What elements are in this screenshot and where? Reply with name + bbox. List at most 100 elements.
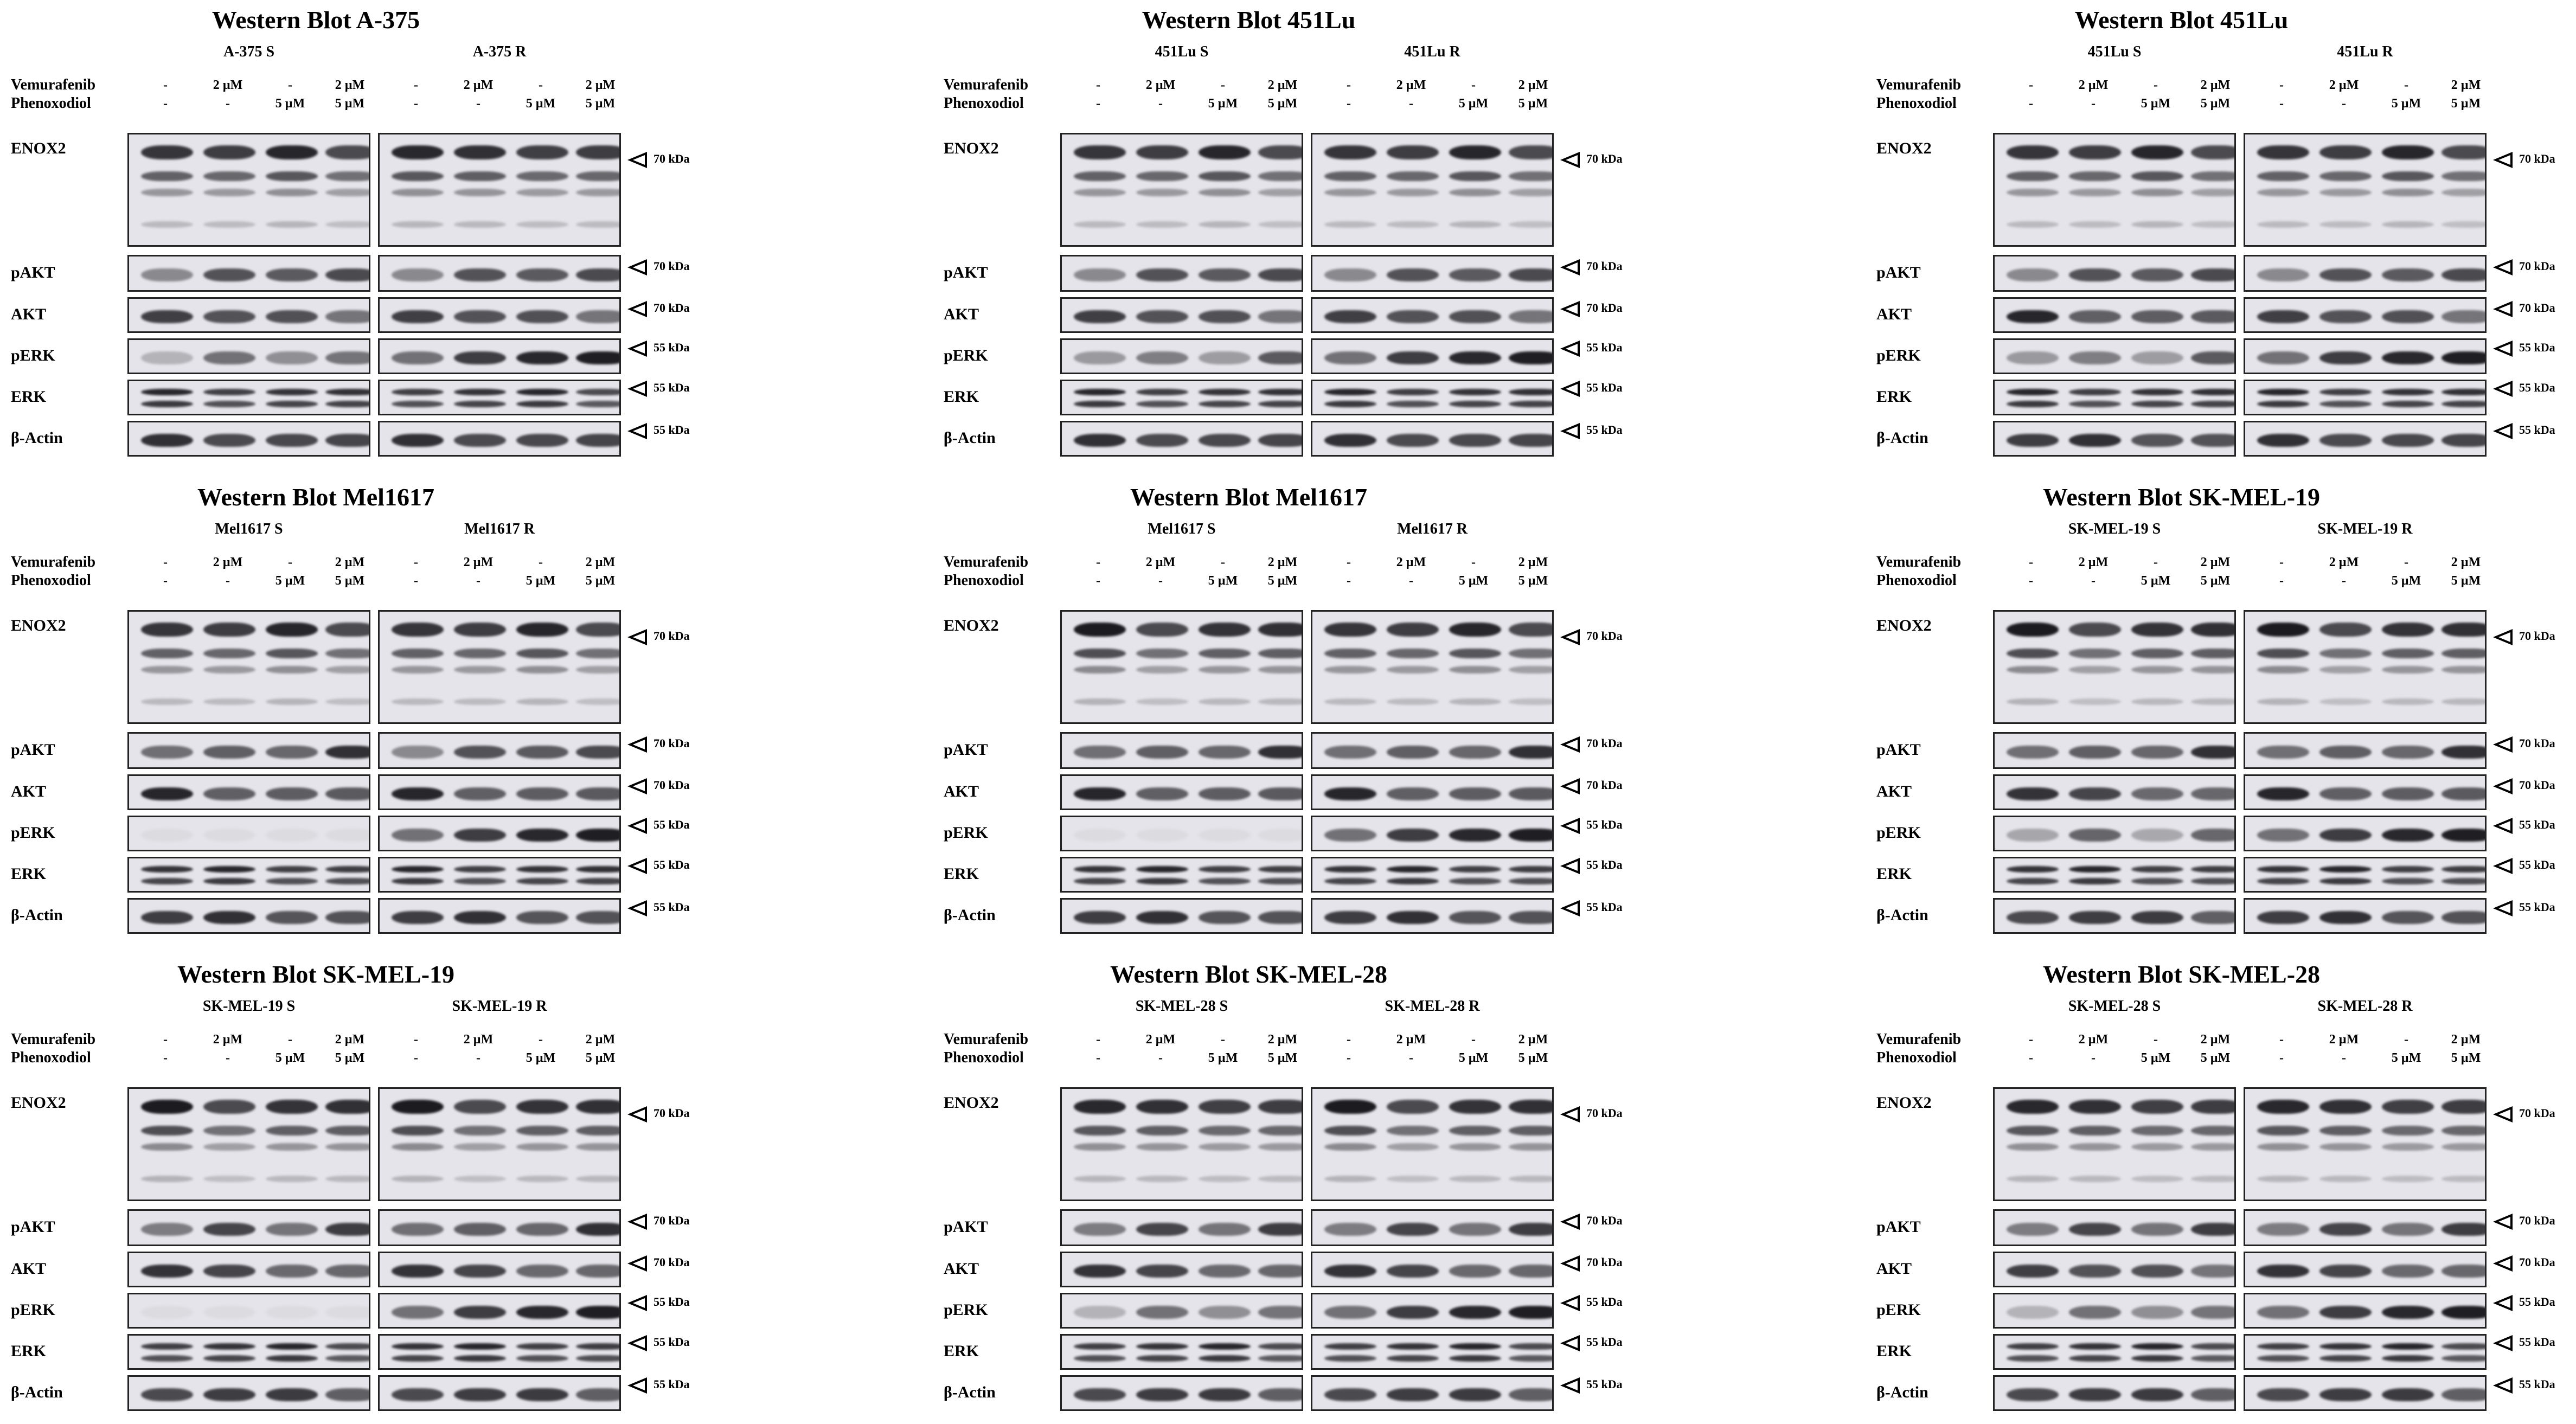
protein-label: β-Actin <box>944 1383 996 1401</box>
protein-band <box>141 829 193 842</box>
vemurafenib-label: Vemurafenib <box>944 554 1029 570</box>
protein-band <box>2069 866 2121 873</box>
protein-band <box>1387 221 1439 228</box>
dose-value: - <box>1158 97 1163 111</box>
protein-band <box>2442 1176 2485 1182</box>
protein-band <box>2007 829 2059 842</box>
cell-line-label: SK-MEL-19 S <box>202 998 296 1015</box>
protein-band <box>1449 1355 1501 1362</box>
protein-band <box>2442 1355 2485 1362</box>
dose-value: 2 µM <box>2078 1032 2109 1047</box>
protein-band <box>1509 389 1552 395</box>
protein-label: ERK <box>11 1342 47 1360</box>
blot-strip <box>127 133 370 247</box>
molecular-weight-marker: 70 kDa <box>627 301 690 317</box>
protein-band <box>141 911 193 924</box>
marker-label: 70 kDa <box>1586 1106 1623 1120</box>
blot-strip <box>378 255 621 292</box>
protein-band <box>2382 171 2434 181</box>
protein-band <box>1136 746 1188 759</box>
molecular-weight-marker: 55 kDa <box>627 1335 690 1351</box>
protein-band <box>1387 866 1439 873</box>
protein-band <box>325 623 369 637</box>
protein-band <box>2069 649 2121 658</box>
blot-strip <box>127 610 370 724</box>
protein-band <box>1258 401 1302 407</box>
marker-arrow-icon <box>2493 259 2513 275</box>
marker-label: 55 kDa <box>653 1335 690 1349</box>
protein-band <box>2257 189 2309 196</box>
protein-band <box>2007 787 2059 800</box>
protein-band <box>266 221 318 228</box>
blot-strip <box>1993 255 2236 292</box>
protein-band <box>576 1176 619 1182</box>
protein-band <box>2069 1126 2121 1136</box>
protein-band <box>1258 878 1302 884</box>
protein-band <box>1199 145 1251 159</box>
protein-band <box>392 698 444 705</box>
marker-arrow-icon <box>627 818 647 834</box>
protein-band <box>1136 434 1188 447</box>
cell-line-label: 451Lu R <box>2337 43 2393 60</box>
dose-value: 5 µM <box>2391 574 2421 588</box>
marker-label: 55 kDa <box>2519 818 2555 832</box>
dose-value: - <box>1347 78 1351 92</box>
protein-band <box>2131 1143 2183 1151</box>
protein-band <box>1509 1100 1552 1114</box>
protein-band <box>454 1343 506 1350</box>
protein-band <box>2007 746 2059 759</box>
protein-band <box>1449 623 1501 637</box>
protein-band <box>2069 434 2121 447</box>
protein-band <box>1074 787 1126 800</box>
protein-band <box>516 145 568 159</box>
protein-band <box>2007 310 2059 323</box>
protein-band <box>2131 1100 2183 1114</box>
cell-line-label: SK-MEL-28 R <box>1385 998 1480 1015</box>
protein-band <box>203 1343 255 1350</box>
protein-band <box>141 268 193 281</box>
dose-value: - <box>2091 1051 2096 1065</box>
protein-band <box>266 268 318 281</box>
protein-band <box>2131 1176 2183 1182</box>
panel-title: Western Blot SK-MEL-19 <box>177 960 455 988</box>
protein-band <box>325 829 369 842</box>
protein-band <box>266 351 318 364</box>
protein-band <box>516 434 568 447</box>
protein-band <box>2257 1343 2309 1350</box>
blot-strip <box>1993 1087 2236 1201</box>
protein-band <box>2191 698 2234 705</box>
protein-band <box>1449 145 1501 159</box>
protein-band <box>203 1143 255 1151</box>
molecular-weight-marker: 55 kDa <box>627 1377 690 1394</box>
protein-label: AKT <box>944 1260 979 1278</box>
protein-band <box>516 1355 568 1362</box>
protein-band <box>203 746 255 759</box>
protein-band <box>203 698 255 705</box>
protein-band <box>1509 351 1552 364</box>
protein-band <box>516 171 568 181</box>
protein-band <box>576 145 619 159</box>
blot-strip <box>127 1087 370 1201</box>
protein-band <box>266 787 318 800</box>
protein-band <box>1199 746 1251 759</box>
molecular-weight-marker: 70 kDa <box>1560 1106 1623 1122</box>
protein-band <box>141 310 193 323</box>
blot-strip <box>1993 1293 2236 1329</box>
dose-value: 5 µM <box>2141 1051 2171 1065</box>
dose-value: 2 µM <box>585 78 616 92</box>
dose-value: 2 µM <box>1267 78 1298 92</box>
blot-strip <box>2244 898 2487 934</box>
protein-band <box>2007 866 2059 873</box>
protein-band <box>1324 878 1376 884</box>
blot-strip <box>127 1209 370 1246</box>
protein-band <box>392 1306 444 1319</box>
protein-band <box>2257 866 2309 873</box>
phenoxodiol-label: Phenoxodiol <box>11 572 91 589</box>
protein-band <box>203 866 255 873</box>
protein-band <box>576 866 619 873</box>
cell-line-label: Mel1617 S <box>1148 521 1216 537</box>
protein-band <box>325 189 369 196</box>
molecular-weight-marker: 55 kDa <box>1560 1335 1623 1351</box>
protein-band <box>2007 221 2059 228</box>
molecular-weight-marker: 70 kDa <box>627 1255 690 1272</box>
